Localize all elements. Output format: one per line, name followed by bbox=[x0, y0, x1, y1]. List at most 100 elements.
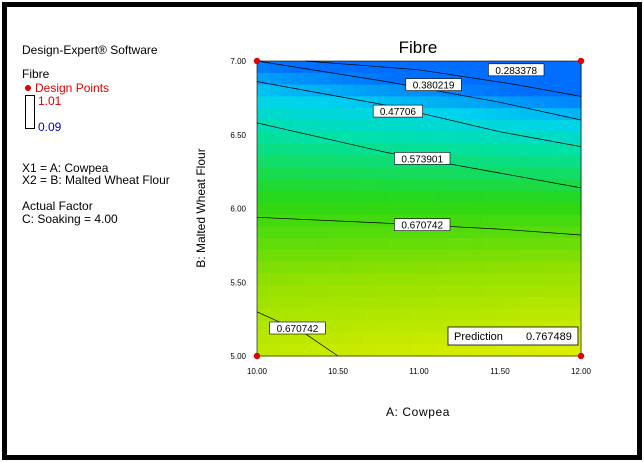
surface-cell bbox=[317, 344, 330, 357]
surface-cell bbox=[425, 285, 438, 298]
surface-cell bbox=[365, 238, 378, 251]
surface-cell bbox=[281, 143, 294, 156]
surface-cell bbox=[485, 226, 498, 239]
surface-cell bbox=[389, 320, 402, 333]
surface-cell bbox=[509, 84, 522, 97]
surface-cell bbox=[353, 344, 366, 357]
surface-cell bbox=[353, 72, 366, 86]
surface-cell bbox=[533, 179, 546, 192]
surface-cell bbox=[365, 285, 378, 298]
design-point bbox=[253, 352, 261, 360]
surface-cell bbox=[509, 226, 522, 239]
surface-cell bbox=[485, 84, 498, 97]
surface-cell bbox=[389, 344, 402, 357]
surface-cell bbox=[377, 261, 390, 274]
surface-cell bbox=[305, 131, 318, 145]
surface-cell bbox=[569, 108, 582, 121]
surface-cell bbox=[437, 131, 450, 145]
surface-cell bbox=[569, 131, 582, 145]
surface-cell bbox=[269, 84, 282, 97]
contour-label-box bbox=[269, 321, 326, 335]
surface-cell bbox=[329, 167, 342, 180]
surface-cell bbox=[401, 308, 414, 322]
design-points-label: Design Points bbox=[35, 81, 110, 95]
surface-cell bbox=[377, 155, 390, 168]
surface-cell bbox=[305, 96, 318, 109]
surface-cell bbox=[533, 155, 546, 168]
surface-cell bbox=[533, 143, 546, 156]
surface-cell bbox=[317, 155, 330, 168]
surface-cell bbox=[281, 61, 294, 74]
surface-cell bbox=[557, 297, 570, 310]
surface-cell bbox=[341, 202, 354, 215]
surface-cell bbox=[293, 143, 306, 156]
surface-cell bbox=[413, 273, 426, 286]
surface-cell bbox=[533, 202, 546, 215]
surface-cell bbox=[329, 84, 342, 97]
surface-cell bbox=[377, 131, 390, 145]
surface-cell bbox=[353, 84, 366, 97]
surface-cell bbox=[521, 297, 534, 310]
surface-cell bbox=[365, 344, 378, 357]
surface-cell bbox=[377, 214, 390, 227]
surface-cell bbox=[317, 167, 330, 180]
surface-cell bbox=[449, 108, 462, 121]
surface-cell bbox=[305, 344, 318, 357]
surface-cell bbox=[545, 72, 558, 86]
surface-cell bbox=[329, 297, 342, 310]
surface-cell bbox=[425, 120, 438, 133]
surface-cell bbox=[257, 226, 270, 239]
surface-cell bbox=[449, 249, 462, 263]
surface-cell bbox=[425, 61, 438, 74]
surface-cell bbox=[569, 273, 582, 286]
surface-cell bbox=[377, 72, 390, 86]
x-tick-label: 11.50 bbox=[490, 367, 510, 376]
surface-cell bbox=[425, 297, 438, 310]
surface-cell bbox=[269, 96, 282, 109]
surface-cell bbox=[533, 249, 546, 263]
surface-cell bbox=[317, 143, 330, 156]
surface-cell bbox=[557, 131, 570, 145]
surface-cell bbox=[449, 61, 462, 74]
surface-cell bbox=[281, 332, 294, 345]
surface-cell bbox=[305, 61, 318, 74]
surface-cell bbox=[317, 84, 330, 97]
surface-cell bbox=[449, 202, 462, 215]
surface-cell bbox=[329, 155, 342, 168]
surface-cell bbox=[341, 131, 354, 145]
surface-cell bbox=[341, 143, 354, 156]
surface-cell bbox=[305, 214, 318, 227]
surface-cell bbox=[533, 120, 546, 133]
surface-cell bbox=[413, 320, 426, 333]
surface-cell bbox=[509, 179, 522, 192]
surface-cell bbox=[329, 273, 342, 286]
surface-cell bbox=[533, 190, 546, 204]
surface-cell bbox=[485, 344, 498, 357]
surface-cell bbox=[401, 344, 414, 357]
design-point bbox=[577, 57, 585, 65]
surface-cell bbox=[449, 96, 462, 109]
color-scale-bar bbox=[25, 95, 35, 129]
plot-border bbox=[256, 60, 582, 357]
surface-cell bbox=[413, 332, 426, 345]
surface-cell bbox=[533, 344, 546, 357]
surface-cell bbox=[365, 84, 378, 97]
surface-cell bbox=[353, 285, 366, 298]
surface-cell bbox=[473, 297, 486, 310]
surface-cell bbox=[281, 72, 294, 86]
surface-cell bbox=[281, 108, 294, 121]
surface-cell bbox=[293, 72, 306, 86]
surface-cell bbox=[473, 179, 486, 192]
response-surface bbox=[257, 61, 582, 357]
surface-cell bbox=[437, 297, 450, 310]
surface-cell bbox=[377, 320, 390, 333]
surface-cell bbox=[305, 120, 318, 133]
surface-cell bbox=[305, 249, 318, 263]
surface-cell bbox=[557, 84, 570, 97]
surface-cell bbox=[281, 297, 294, 310]
surface-cell bbox=[461, 226, 474, 239]
surface-cell bbox=[473, 202, 486, 215]
surface-cell bbox=[557, 143, 570, 156]
surface-cell bbox=[461, 202, 474, 215]
surface-cell bbox=[269, 297, 282, 310]
